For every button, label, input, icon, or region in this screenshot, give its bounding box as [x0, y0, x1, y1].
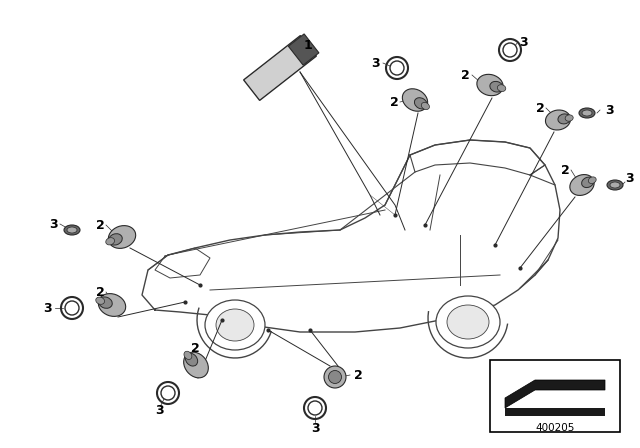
FancyBboxPatch shape: [289, 34, 319, 65]
Ellipse shape: [490, 82, 503, 92]
Ellipse shape: [216, 309, 254, 341]
Bar: [505, 408, 605, 416]
Ellipse shape: [308, 401, 322, 415]
FancyBboxPatch shape: [245, 46, 303, 99]
Text: 2: 2: [95, 285, 104, 298]
Ellipse shape: [324, 366, 346, 388]
Ellipse shape: [415, 98, 427, 109]
Ellipse shape: [610, 182, 620, 188]
Ellipse shape: [588, 177, 596, 184]
Ellipse shape: [607, 180, 623, 190]
Text: 3: 3: [520, 35, 528, 48]
Text: 2: 2: [390, 95, 398, 108]
Text: 3: 3: [371, 56, 380, 69]
Text: 2: 2: [191, 341, 200, 354]
Ellipse shape: [99, 293, 125, 316]
Ellipse shape: [67, 227, 77, 233]
Text: 3: 3: [49, 217, 58, 231]
Text: 2: 2: [354, 369, 362, 382]
Text: 2: 2: [95, 219, 104, 232]
FancyBboxPatch shape: [490, 360, 620, 432]
Ellipse shape: [436, 296, 500, 348]
Ellipse shape: [184, 352, 209, 378]
Ellipse shape: [65, 301, 79, 315]
Ellipse shape: [106, 238, 115, 245]
Polygon shape: [505, 380, 605, 408]
Ellipse shape: [96, 297, 104, 304]
Text: 1: 1: [303, 39, 312, 52]
Ellipse shape: [108, 226, 136, 248]
Ellipse shape: [582, 177, 594, 188]
Text: 3: 3: [156, 404, 164, 417]
Ellipse shape: [447, 305, 489, 339]
Text: 2: 2: [561, 164, 570, 177]
Ellipse shape: [477, 74, 503, 96]
Ellipse shape: [579, 108, 595, 118]
Ellipse shape: [186, 353, 198, 366]
Ellipse shape: [205, 300, 265, 350]
Text: 2: 2: [461, 69, 469, 82]
Ellipse shape: [503, 43, 517, 57]
Text: 3: 3: [310, 422, 319, 435]
Ellipse shape: [421, 103, 429, 110]
Ellipse shape: [184, 351, 192, 359]
Text: 2: 2: [536, 102, 545, 115]
Ellipse shape: [497, 85, 506, 91]
Ellipse shape: [161, 386, 175, 400]
Text: 3: 3: [605, 103, 614, 116]
Ellipse shape: [570, 175, 594, 195]
Ellipse shape: [582, 110, 592, 116]
FancyBboxPatch shape: [244, 35, 316, 100]
Ellipse shape: [328, 370, 342, 383]
Text: 3: 3: [626, 172, 634, 185]
Text: 3: 3: [44, 302, 52, 314]
Ellipse shape: [565, 115, 573, 121]
Ellipse shape: [558, 114, 570, 124]
Text: 400205: 400205: [535, 423, 575, 433]
Ellipse shape: [390, 61, 404, 75]
Ellipse shape: [99, 297, 112, 308]
Ellipse shape: [64, 225, 80, 235]
Ellipse shape: [109, 234, 122, 245]
Ellipse shape: [545, 110, 570, 130]
Ellipse shape: [403, 89, 428, 111]
